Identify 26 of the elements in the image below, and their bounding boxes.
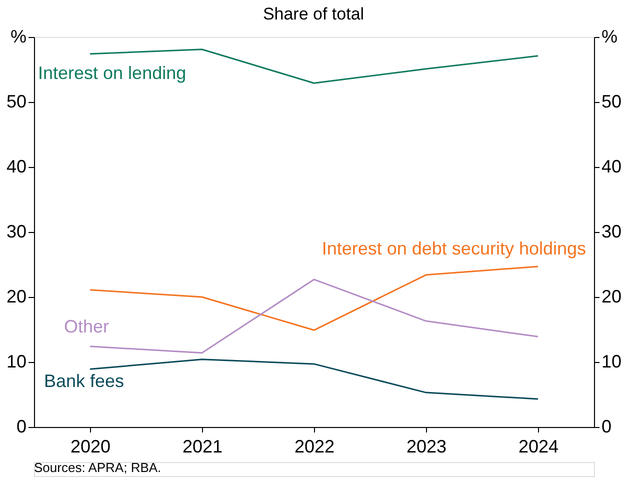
y2-tick-label: 40 xyxy=(602,156,622,176)
y-tick-label: 30 xyxy=(6,222,26,242)
y-tick-label: 50 xyxy=(6,92,26,112)
x-tick-label: 2021 xyxy=(182,436,223,456)
series-label: Other xyxy=(64,316,110,337)
x-tick-label: 2020 xyxy=(70,436,111,456)
series-label: Interest on debt security holdings xyxy=(322,238,586,259)
series-label: Interest on lending xyxy=(38,63,186,84)
x-tick-label: 2024 xyxy=(518,436,559,456)
y-tick-label: 40 xyxy=(6,156,26,176)
y2-tick-label: % xyxy=(602,26,618,46)
series-label: Bank fees xyxy=(44,371,124,392)
x-tick-label: 2023 xyxy=(406,436,447,456)
y-tick-label: 0 xyxy=(16,416,26,436)
y-tick-label: 20 xyxy=(6,286,26,306)
y-tick-label: % xyxy=(10,26,26,46)
y2-tick-label: 30 xyxy=(602,222,622,242)
y2-tick-label: 20 xyxy=(602,286,622,306)
y2-tick-label: 50 xyxy=(602,92,622,112)
x-tick-label: 2022 xyxy=(294,436,335,456)
line-series xyxy=(89,358,539,400)
y-tick-label: 10 xyxy=(6,352,26,372)
chart-title: Share of total xyxy=(262,4,364,24)
y2-tick-label: 0 xyxy=(602,416,612,436)
source-note: Sources: APRA; RBA. xyxy=(34,460,162,475)
y2-tick-label: 10 xyxy=(602,352,622,372)
